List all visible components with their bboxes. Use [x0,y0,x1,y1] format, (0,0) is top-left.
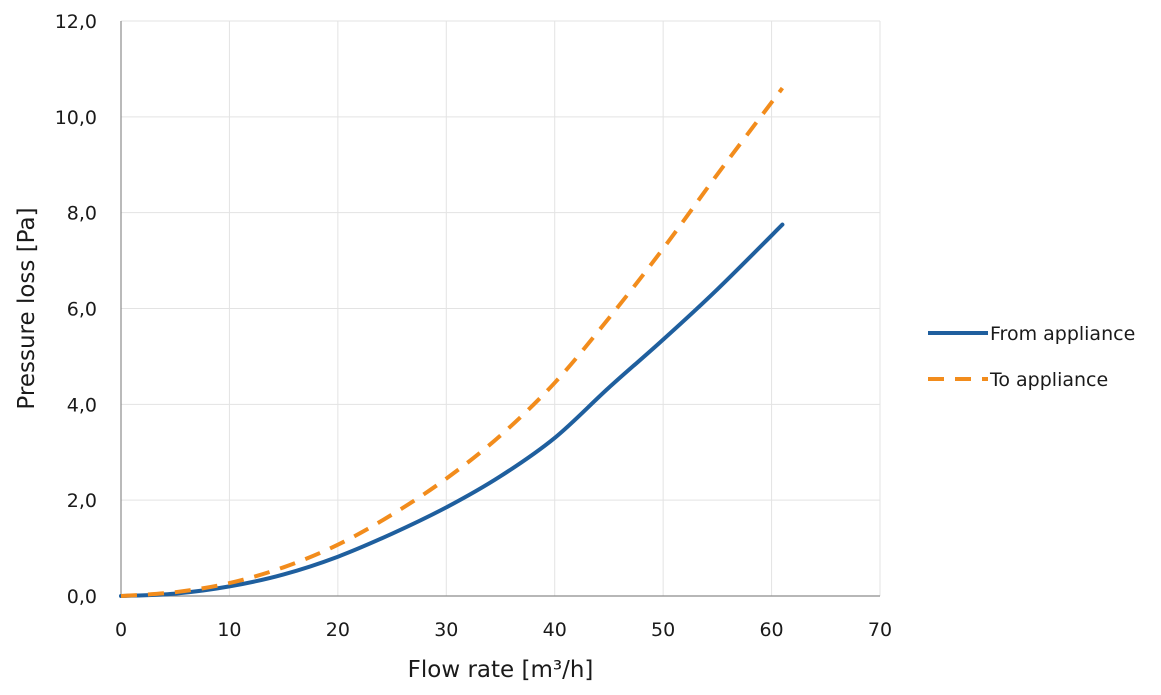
legend: From appliance To appliance [928,323,1135,391]
x-tick-label: 20 [326,619,350,641]
series-line-from-appliance [119,222,785,598]
x-axis-title: Flow rate [m³/h] [408,657,594,683]
x-tick-label: 50 [651,619,675,641]
x-tick-label: 0 [115,619,127,641]
y-tick-label: 4,0 [67,394,97,416]
y-tick-label: 2,0 [67,490,97,512]
x-tick-label: 10 [217,619,241,641]
x-tick-label: 60 [759,619,783,641]
gridlines [121,20,881,596]
y-tick-label: 0,0 [67,586,97,608]
plot-area [119,86,785,598]
y-tick-label: 8,0 [67,203,97,225]
series-line-to-appliance [120,86,784,598]
x-tick-label: 70 [868,619,892,641]
x-tick-label: 30 [434,619,458,641]
y-tick-label: 10,0 [55,107,97,129]
tick-labels: 0 10 20 30 40 50 60 70 0,0 2,0 4,0 6,0 8,0 10,0 12,0 [55,11,892,641]
legend-label-to-appliance: To appliance [989,369,1108,391]
axes [120,21,880,597]
x-tick-label: 40 [543,619,567,641]
y-axis-title: Pressure loss [Pa] [14,207,40,409]
legend-label-from-appliance: From appliance [990,323,1135,345]
y-tick-label: 12,0 [55,11,97,33]
y-tick-label: 6,0 [67,299,97,321]
